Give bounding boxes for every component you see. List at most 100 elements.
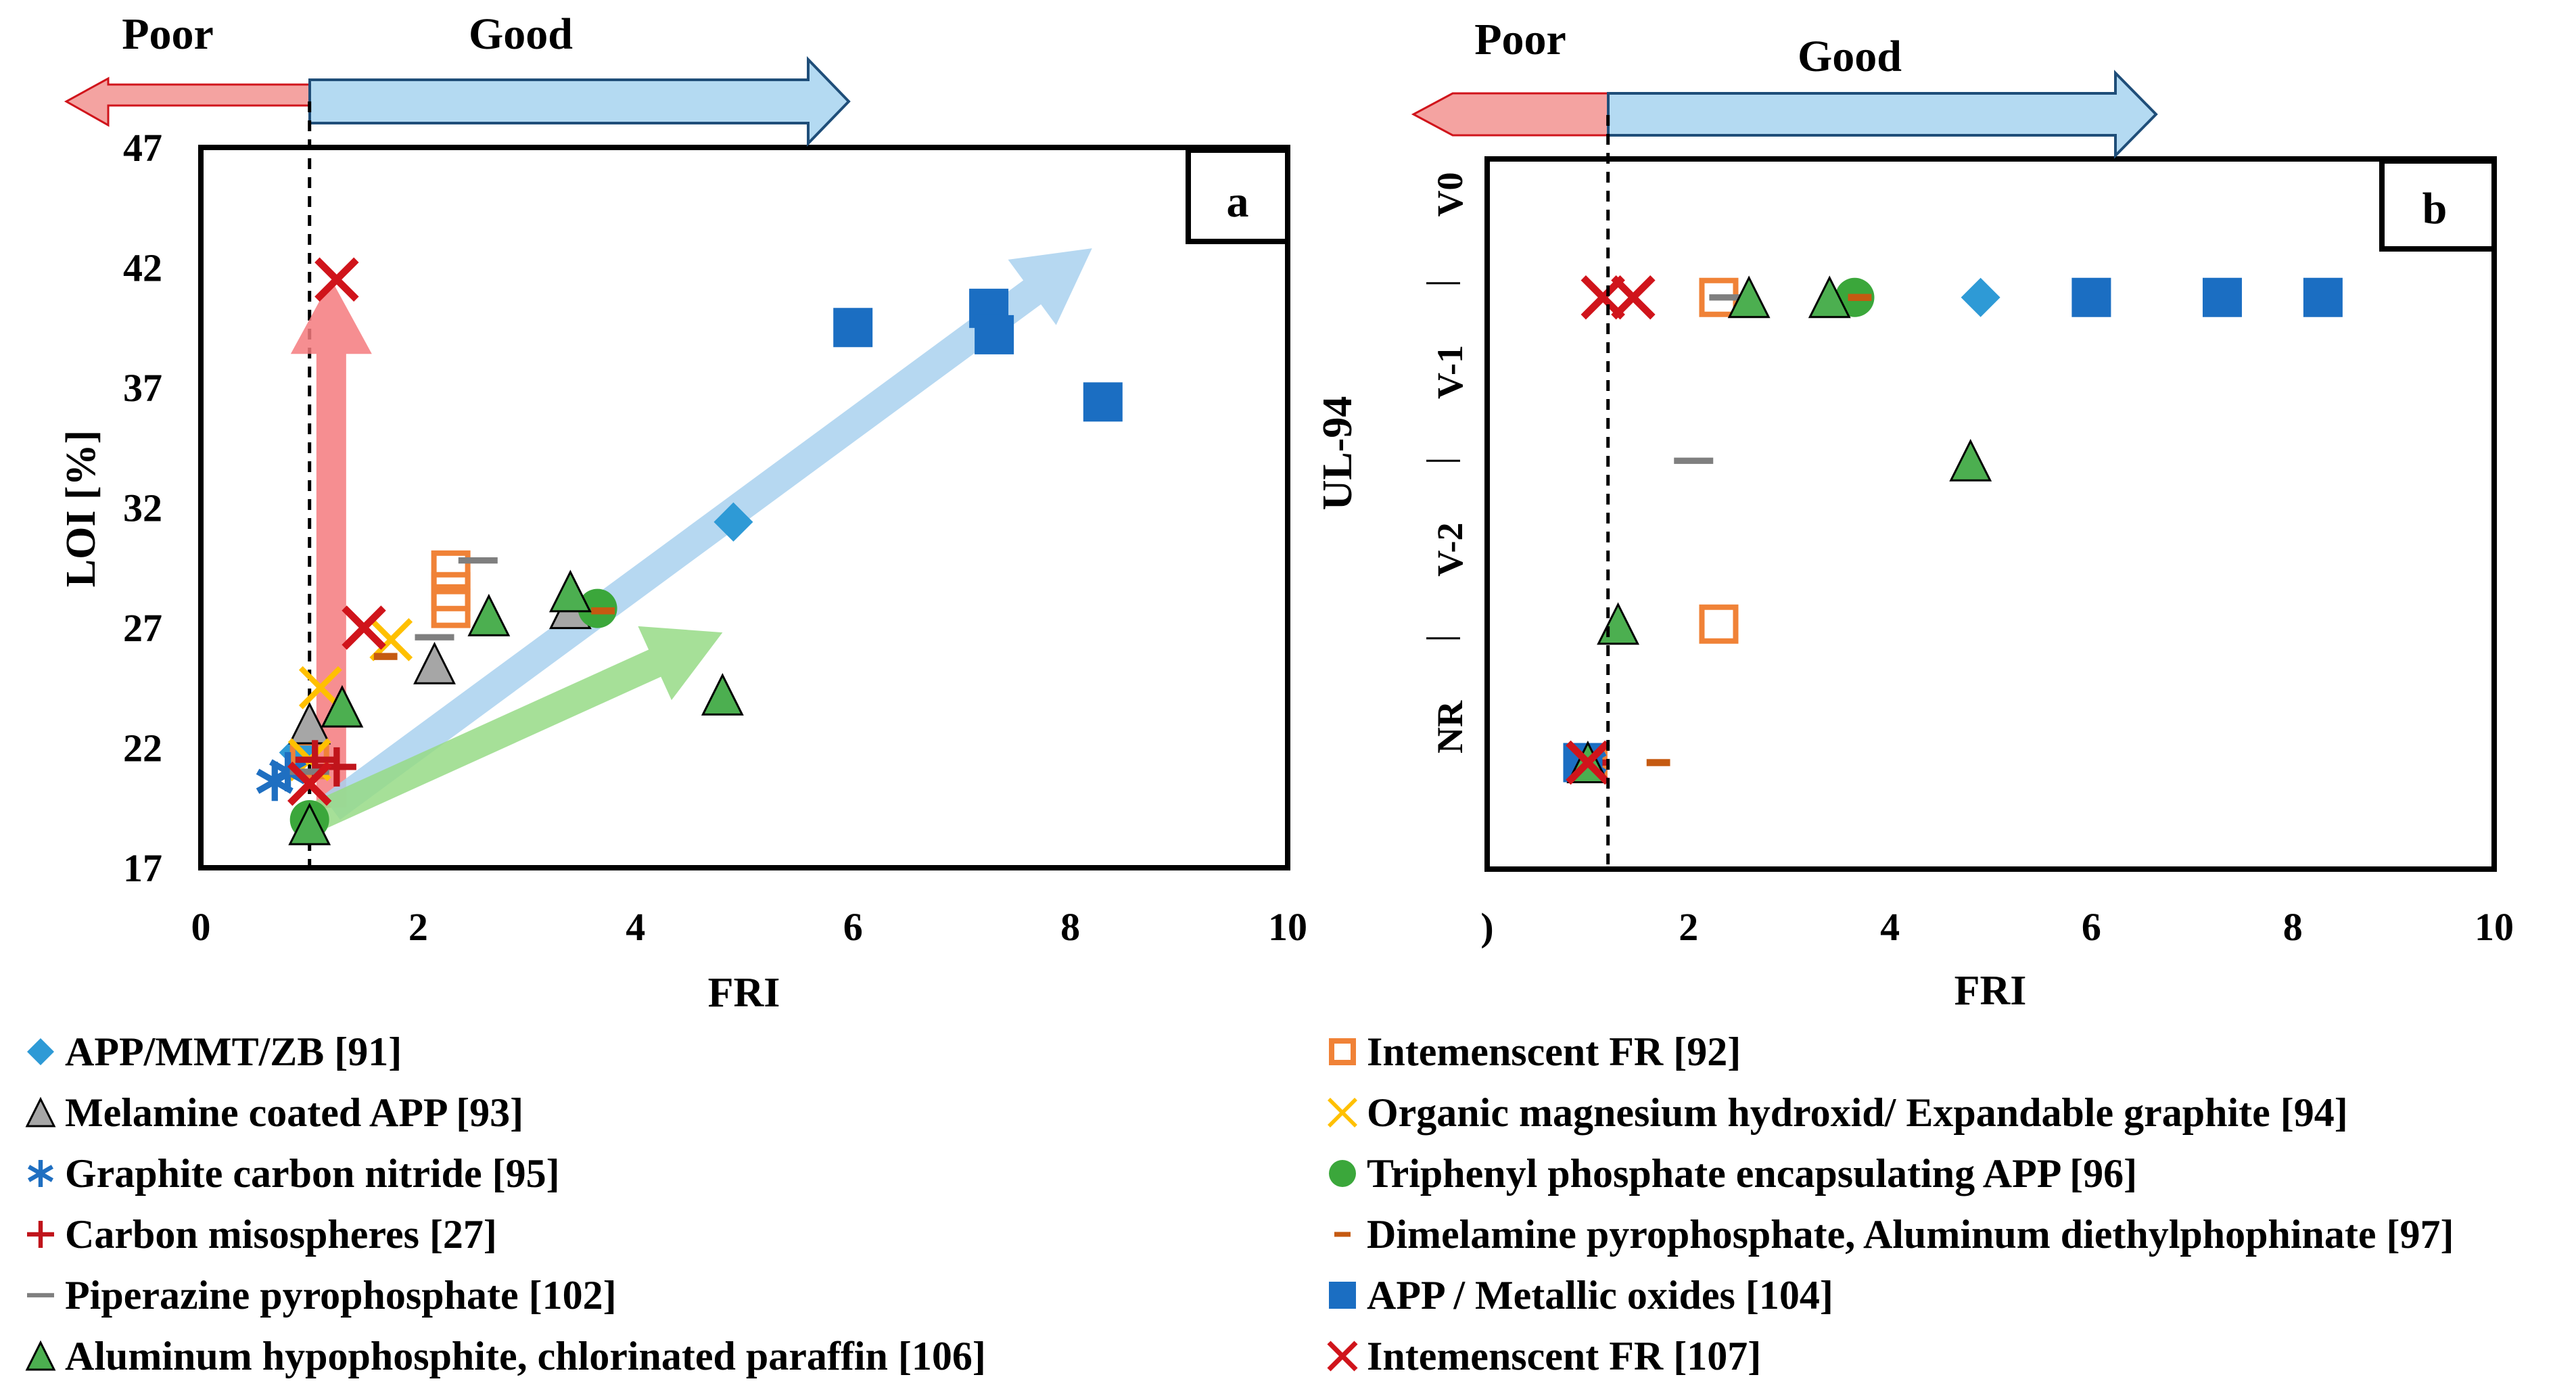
panel-a-point-app-mmt-zb <box>713 502 753 542</box>
dimelamine-marker-icon <box>1334 1232 1351 1237</box>
panel-a-y-axis-title: LOI [%] <box>58 430 104 588</box>
legend-label: Aluminum hypophosphite, chlorinated para… <box>65 1333 986 1378</box>
panel-a-y-tick-label: 47 <box>123 126 162 170</box>
panel-a-red-arrow <box>290 279 372 808</box>
panel-a-label-box <box>1186 147 1290 244</box>
panel-b-plot-frame <box>1484 156 2497 872</box>
triphenyl-app-marker-icon <box>1329 1160 1356 1187</box>
legend-item: APP / Metallic oxides [104] <box>1322 1268 1833 1322</box>
legend-item: Aluminum hypophosphite, chlorinated para… <box>20 1329 986 1383</box>
panel-a-point-melamine-app <box>288 701 331 745</box>
panel-b-point-piperazine <box>1674 457 1714 464</box>
legend: APP/MMT/ZB [91] Intemenscent FR [92] Mel… <box>0 1025 2576 1383</box>
panel-a-x-tick-label: 6 <box>843 905 863 949</box>
legend-item: Dimelamine pyrophosphate, Aluminum dieth… <box>1322 1207 2454 1261</box>
legend-label: Graphite carbon nitride [95] <box>65 1150 560 1196</box>
panel-a-point-intumescent-107 <box>287 762 332 806</box>
panel-b-x-tick-label: 10 <box>2475 905 2514 949</box>
panel-a-y-tick-label: 27 <box>123 606 162 650</box>
panel-b-point-al-hypophosphite <box>1597 602 1639 645</box>
legend-label: APP/MMT/ZB [91] <box>65 1029 402 1074</box>
panel-a-x-tick-label: 8 <box>1060 905 1080 949</box>
panel-a-point-intumescent-107 <box>314 257 359 302</box>
panel-b-point-al-hypophosphite <box>1808 275 1851 319</box>
panel-b: b Poor Good FRI UL-94 NR V-2 V-1 V0 ) 2 4 6 8 10 <box>1315 15 2514 1014</box>
panel-b-x-tick-label: 8 <box>2283 905 2303 949</box>
legend-label: Intemenscent FR [107] <box>1367 1333 1762 1378</box>
panel-b-y-category-label: V-2 <box>1430 523 1470 577</box>
panel-b-x-tick-label: 2 <box>1679 905 1698 949</box>
graphite-cn-marker-icon <box>28 1160 53 1187</box>
org-mg-eg-marker-icon <box>1328 1098 1357 1127</box>
panel-b-y-category-label: V0 <box>1430 172 1470 217</box>
panel-b-poor-arrow <box>1411 92 1610 137</box>
panel-a-x-tick-label: 4 <box>626 905 645 949</box>
legend-label: APP / Metallic oxides [104] <box>1367 1272 1833 1318</box>
panel-a-blue-arrow <box>322 248 1092 820</box>
legend-item: Melamine coated APP [93] <box>20 1086 523 1140</box>
panel-a: a Poor Good FRI LOI [%] 0 2 4 6 8 10 17 22 27 32… <box>58 9 1307 1016</box>
panel-a-y-tick-label: 42 <box>123 246 162 290</box>
panel-b-point-intumescent-107 <box>1566 740 1610 785</box>
panel-b-point-dimelamine <box>1848 294 1872 301</box>
intumescent-92-marker-icon <box>1329 1038 1356 1065</box>
panel-b-point-app-metal-oxides <box>2303 277 2343 317</box>
panel-b-point-app-mmt-zb <box>1961 277 2000 317</box>
panel-b-poor-label: Poor <box>1474 15 1566 64</box>
carbon-micro-marker-icon <box>27 1221 54 1248</box>
panel-a-point-intumescent-92 <box>431 550 471 590</box>
panel-a-good-label: Good <box>469 9 573 59</box>
panel-b-point-app-metal-oxides <box>2071 277 2111 317</box>
panel-a-label: a <box>1227 177 1249 227</box>
al-hypophosphite-marker-icon <box>25 1340 56 1371</box>
legend-item: Carbon misospheres [27] <box>20 1207 497 1261</box>
app-metal-oxides-marker-icon <box>1329 1282 1356 1309</box>
panel-a-poor-arrow <box>64 76 311 127</box>
legend-item: APP/MMT/ZB [91] <box>20 1025 402 1079</box>
panel-b-point-al-hypophosphite <box>1727 275 1771 319</box>
panel-a-x-tick-label: 0 <box>191 905 211 949</box>
panel-b-point-intumescent-92 <box>1699 604 1739 644</box>
panel-b-good-label: Good <box>1798 32 1902 81</box>
panel-a-x-tick-label: 2 <box>408 905 428 949</box>
panel-a-point-app-metal-oxides <box>1083 382 1123 422</box>
panel-b-y-category-label: NR <box>1430 700 1470 753</box>
panel-a-y-tick-label: 37 <box>123 366 162 410</box>
legend-label: Melamine coated APP [93] <box>65 1090 524 1135</box>
panel-a-point-al-hypophosphite <box>321 684 364 728</box>
panel-a-x-tick-label: 10 <box>1268 905 1307 949</box>
panel-b-x-tick-label: 4 <box>1880 905 1900 949</box>
panel-b-point-al-hypophosphite <box>1949 438 1992 482</box>
panel-b-label: b <box>2422 184 2448 233</box>
legend-label: Organic magnesium hydroxid/ Expandable g… <box>1367 1090 2348 1135</box>
panel-a-y-tick-label: 22 <box>123 726 162 770</box>
panel-a-poor-label: Poor <box>122 9 214 59</box>
panel-a-point-al-hypophosphite <box>701 673 744 716</box>
legend-label: Carbon misospheres [27] <box>65 1211 497 1257</box>
panel-b-x-tick-label: 6 <box>2082 905 2101 949</box>
legend-item: Organic magnesium hydroxid/ Expandable g… <box>1322 1086 2348 1140</box>
panel-b-point-dimelamine <box>1646 759 1670 766</box>
panel-b-point-intumescent-107 <box>1611 275 1656 320</box>
panel-b-x-tick-label: ) <box>1480 905 1493 949</box>
legend-item: Intemenscent FR [107] <box>1322 1329 1761 1383</box>
panel-a-point-al-hypophosphite <box>548 569 592 613</box>
panel-a-point-org-mg-eg <box>298 666 342 709</box>
legend-item: Triphenyl phosphate encapsulating APP [9… <box>1322 1146 2137 1201</box>
legend-item: Piperazine pyrophosphate [102] <box>20 1268 617 1322</box>
panel-a-plot-frame <box>198 145 1290 870</box>
panel-b-y-axis-title: UL-94 <box>1315 396 1361 511</box>
legend-label: Dimelamine pyrophosphate, Aluminum dieth… <box>1367 1211 2454 1257</box>
panel-b-point-piperazine <box>1709 294 1749 301</box>
panel-b-y-category-label: V-1 <box>1430 345 1470 399</box>
panel-b-label-box <box>2379 158 2497 252</box>
panel-a-point-dimelamine <box>591 607 615 615</box>
app-mmt-zb-marker-icon <box>27 1038 54 1065</box>
panel-a-y-tick-label: 17 <box>123 846 162 890</box>
panel-b-good-arrow <box>1607 70 2158 159</box>
panel-a-point-melamine-app <box>413 641 456 684</box>
panel-a-point-piperazine <box>458 557 498 564</box>
legend-label: Piperazine pyrophosphate [102] <box>65 1272 617 1318</box>
legend-label: Triphenyl phosphate encapsulating APP [9… <box>1367 1150 2138 1196</box>
